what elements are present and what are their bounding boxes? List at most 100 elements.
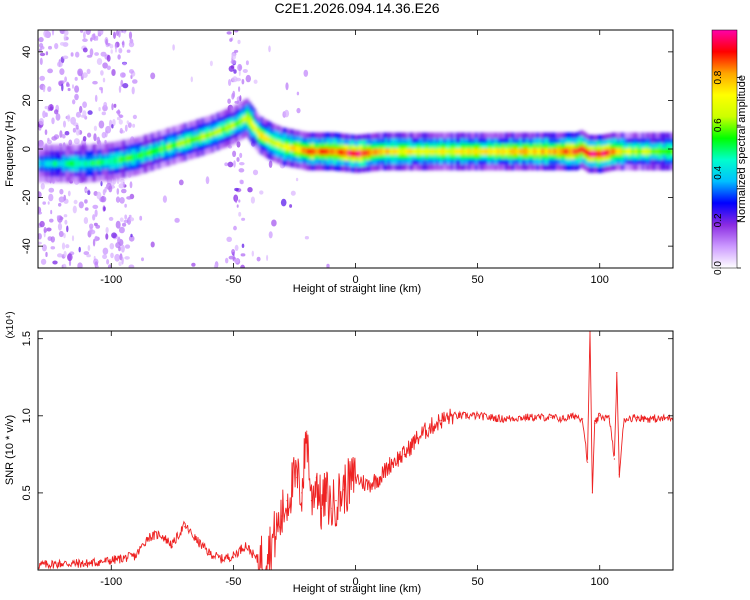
spectrogram-noise-speck: [72, 127, 76, 133]
snr-data-point: [342, 489, 344, 491]
spectrogram-ridge-cell: [365, 149, 369, 157]
spectrogram-noise-speck: [226, 31, 232, 35]
snr-series-line: [38, 331, 673, 570]
spectrogram-ridge-cell: [89, 160, 93, 167]
spectrogram-noise-speck: [47, 86, 52, 92]
spectrogram-noise-speck: [66, 225, 69, 233]
spectrogram-noise-speck: [268, 231, 273, 239]
spectrogram-noise-speck: [63, 250, 67, 258]
spectrogram-ridge-cell: [99, 159, 103, 166]
spectrogram-ridge-cell: [101, 158, 105, 166]
spectrogram-noise-speck: [116, 188, 120, 195]
spectrogram-noise-speck: [234, 187, 239, 192]
spectrogram-noise-speck: [119, 127, 123, 134]
spectrogram-noise-speck: [66, 81, 69, 87]
spectrogram-x-tick-label: 0: [352, 274, 358, 286]
snr-axes: -100 -50 0 50 100 0.5 1.0 1.5: [21, 331, 673, 588]
snr-y-label: SNR (10 * v/v): [4, 415, 16, 485]
spectrogram-noise-speck: [74, 85, 80, 93]
spectrogram-noise-speck: [40, 258, 47, 265]
spectrogram-noise-speck: [54, 109, 59, 115]
spectrogram-ridge-cell: [638, 148, 642, 155]
spectrogram-ridge-cell: [123, 155, 127, 162]
spectrogram-ridge-cell: [428, 148, 432, 155]
spectrogram-ridge-cell: [399, 148, 403, 155]
spectrogram-ridge-cell: [130, 154, 134, 161]
snr-data-point: [354, 476, 357, 479]
spectrogram-ridge-cell: [441, 148, 445, 155]
spectrogram-ridge-cell: [226, 124, 230, 131]
snr-data-point: [594, 422, 596, 425]
spectrogram-ridge-cell: [326, 148, 330, 155]
spectrogram-noise-speck: [63, 30, 69, 36]
spectrogram-noise-speck: [71, 235, 75, 242]
snr-data-point: [325, 492, 327, 494]
spectrogram-noise-speck: [228, 65, 235, 72]
spectrogram-y-tick-label: 0: [21, 146, 33, 152]
spectrogram-noise-speck: [240, 179, 244, 185]
spectrogram-ridge-cell: [602, 150, 606, 157]
spectrogram-ridge-cell: [445, 148, 450, 155]
spectrogram-ridge-cell: [582, 147, 586, 154]
spectrogram-noise-speck: [102, 247, 109, 255]
spectrogram-noise-speck: [256, 256, 261, 262]
spectrogram-noise-speck: [127, 122, 132, 128]
spectrogram-ridge-cell: [472, 148, 476, 155]
spectrogram-x-tick-label: 50: [471, 274, 483, 286]
spectrogram-ridge-cell: [565, 148, 569, 155]
spectrogram-noise-speck: [45, 51, 49, 56]
spectrogram-noise-speck: [96, 58, 103, 65]
spectrogram-ridge-cell: [299, 146, 303, 154]
spectrogram-noise-speck: [87, 190, 91, 196]
snr-data-point: [335, 500, 337, 502]
spectrogram-noise-speck: [109, 43, 114, 49]
spectrogram-noise-speck: [59, 68, 65, 75]
spectrogram-noise-speck: [128, 235, 135, 242]
spectrogram-ridge-cell: [240, 117, 244, 124]
spectrogram-y-tick-label: 40: [21, 46, 33, 58]
spectrogram-noise-speck: [239, 152, 243, 159]
snr-data-point: [196, 541, 198, 543]
spectrogram-ridge-cell: [140, 151, 144, 159]
spectrogram-ridge-cell: [331, 148, 335, 155]
snr-y-tick-label: 1.0: [21, 408, 33, 423]
spectrogram-noise-speck: [42, 201, 46, 205]
spectrogram-ridge-cell: [77, 160, 81, 167]
spectrogram-ridge-cell: [255, 127, 259, 135]
spectrogram-noise-speck: [122, 181, 125, 187]
spectrogram-noise-speck: [110, 49, 113, 54]
spectrogram-noise-speck: [213, 264, 218, 268]
spectrogram-ridge-cell: [480, 148, 484, 155]
spectrogram-noise-speck: [62, 55, 69, 60]
spectrogram-ridge-cell: [152, 147, 156, 155]
snr-data-point: [562, 418, 564, 420]
spectrogram-ridge-cell: [404, 148, 408, 155]
spectrogram-noise-speck: [290, 190, 296, 196]
spectrogram-noise-speck: [59, 42, 65, 46]
spectrogram-ridge-cell: [609, 148, 613, 156]
spectrogram-ridge-cell: [106, 158, 110, 165]
spectrogram-ridge-cell: [343, 149, 347, 156]
spectrogram-ridge-cell: [499, 148, 503, 155]
spectrogram-noise-speck: [103, 101, 108, 108]
spectrogram-noise-speck: [50, 246, 56, 250]
colorbar-tick-label: 0.2: [713, 213, 724, 227]
spectrogram-ridge-cell: [458, 148, 462, 155]
spectrogram-noise-speck: [132, 79, 138, 84]
spectrogram-noise-speck: [126, 120, 129, 125]
spectrogram-ridge-cell: [577, 146, 581, 154]
spectrogram-noise-speck: [96, 191, 102, 200]
spectrogram-noise-speck: [128, 31, 133, 40]
spectrogram-noise-speck: [90, 37, 93, 42]
spectrogram-ridge-cell: [108, 158, 112, 165]
spectrogram-ridge-cell: [294, 145, 298, 153]
spectrogram-noise-speck: [43, 228, 48, 233]
spectrogram-ridge-cell: [397, 148, 401, 155]
spectrogram-noise-speck: [102, 62, 108, 69]
spectrogram-ridge-cell: [194, 135, 198, 143]
spectrogram-ridge-cell: [135, 153, 139, 160]
snr-data-point: [501, 418, 503, 420]
spectrogram-noise-speck: [235, 77, 242, 82]
spectrogram-noise-speck: [108, 185, 113, 193]
spectrogram-ridge-cell: [145, 150, 149, 157]
